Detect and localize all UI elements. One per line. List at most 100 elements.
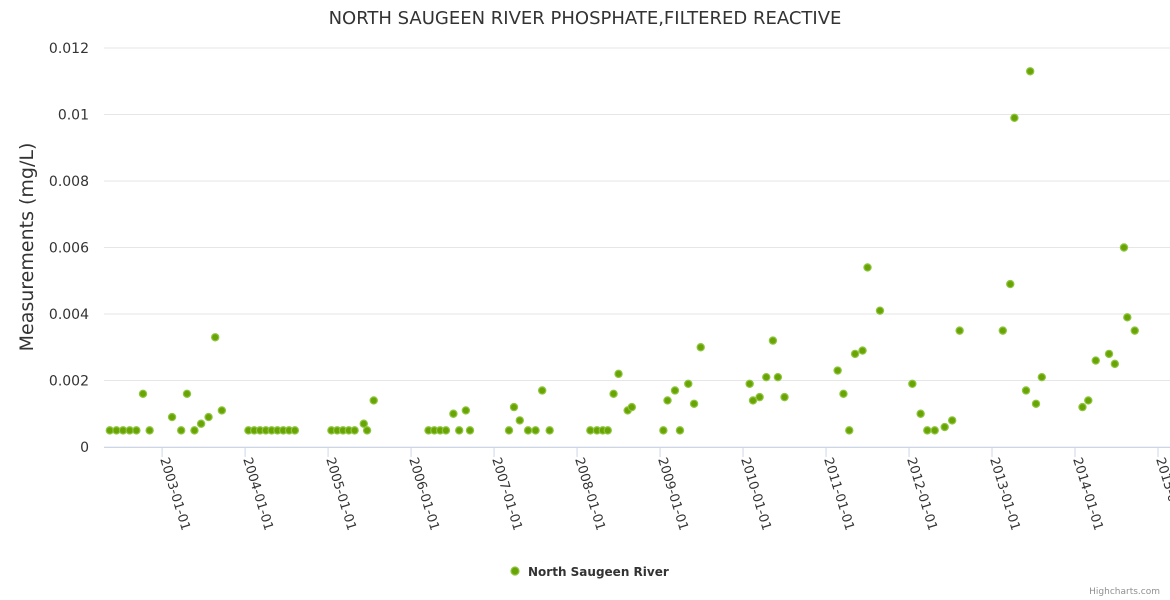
data-point[interactable] [182, 389, 192, 398]
x-tick-label: 2006-01-01 [405, 456, 441, 533]
data-point[interactable] [955, 326, 964, 335]
x-tick-label: 2008-01-01 [571, 456, 607, 533]
data-point[interactable] [1021, 386, 1031, 395]
data-point[interactable] [1010, 113, 1019, 123]
data-point[interactable] [1031, 399, 1041, 408]
data-point[interactable] [627, 402, 637, 412]
data-point[interactable] [908, 379, 917, 389]
data-point[interactable] [211, 333, 220, 342]
legend-marker-icon [510, 566, 520, 576]
x-tick-label: 2014-01-01 [1069, 456, 1105, 533]
data-point[interactable] [663, 396, 672, 405]
data-point[interactable] [675, 426, 685, 435]
data-point[interactable] [1091, 356, 1100, 365]
y-tick-label: 0.006 [49, 241, 89, 257]
data-point[interactable] [132, 426, 141, 435]
data-point[interactable] [609, 389, 618, 398]
data-point[interactable] [684, 379, 693, 389]
x-tick-label: 2010-01-01 [737, 456, 773, 533]
data-point[interactable] [863, 263, 872, 272]
data-point[interactable] [748, 396, 758, 405]
data-point[interactable] [537, 386, 547, 395]
x-tick-label: 2004-01-01 [239, 456, 275, 533]
data-point[interactable] [531, 426, 540, 435]
data-point[interactable] [138, 389, 148, 398]
data-point[interactable] [998, 326, 1008, 335]
data-point[interactable] [167, 412, 177, 422]
data-point[interactable] [1123, 313, 1132, 322]
data-point[interactable] [290, 426, 300, 435]
data-point[interactable] [875, 306, 885, 315]
data-point[interactable] [350, 426, 359, 435]
data-point[interactable] [1119, 243, 1129, 252]
data-point[interactable] [362, 426, 372, 435]
data-point[interactable] [465, 426, 475, 435]
y-tick-label: 0.002 [49, 374, 89, 390]
x-axis: 2003-01-01 2004-01-01 2005-01-01 2006-01-01… [104, 447, 1170, 532]
data-point[interactable] [916, 409, 925, 418]
credits-link[interactable]: Highcharts.com [1089, 587, 1160, 597]
data-point[interactable] [190, 426, 199, 435]
data-point[interactable] [839, 389, 848, 398]
data-point[interactable] [689, 399, 699, 408]
x-tick-label: 2011-01-01 [820, 456, 856, 533]
data-point[interactable] [176, 426, 186, 435]
y-tick-label: 0.004 [49, 307, 89, 323]
data-point[interactable] [523, 426, 533, 435]
y-tick-label: 0 [80, 440, 89, 456]
data-point[interactable] [833, 366, 842, 375]
legend[interactable]: North Saugeen River [510, 565, 669, 579]
data-point[interactable] [196, 419, 206, 428]
data-point[interactable] [755, 392, 764, 402]
x-tick-label: 2013-01-01 [986, 456, 1022, 533]
data-point[interactable] [509, 402, 519, 412]
data-point[interactable] [1006, 279, 1015, 289]
data-point[interactable] [1130, 326, 1139, 335]
data-point[interactable] [603, 426, 612, 435]
data-point[interactable] [845, 426, 854, 435]
y-tick-label: 0.008 [49, 174, 89, 190]
x-tick-label: 2012-01-01 [903, 456, 939, 533]
data-point[interactable] [1037, 372, 1047, 382]
legend-label: North Saugeen River [528, 565, 669, 579]
data-point[interactable] [696, 343, 705, 352]
x-tick-label: 2015-01-01 [1152, 456, 1170, 533]
data-point[interactable] [659, 426, 668, 435]
data-point[interactable] [850, 349, 860, 359]
data-point[interactable] [545, 426, 554, 435]
data-point[interactable] [1084, 396, 1093, 405]
data-point[interactable] [145, 426, 154, 435]
data-point[interactable] [504, 426, 514, 435]
data-point[interactable] [1104, 349, 1114, 359]
data-point[interactable] [614, 369, 623, 379]
data-point[interactable] [1078, 402, 1087, 412]
x-tick-label: 2005-01-01 [322, 456, 358, 533]
data-point[interactable] [441, 426, 451, 435]
data-point[interactable] [762, 372, 771, 382]
data-point[interactable] [1025, 67, 1035, 76]
data-point[interactable] [773, 372, 783, 382]
x-tick-label: 2003-01-01 [156, 456, 192, 533]
y-axis-label: Measurements (mg/L) [16, 143, 38, 352]
data-point[interactable] [930, 426, 939, 435]
data-point[interactable] [947, 416, 957, 425]
data-point[interactable] [359, 419, 368, 428]
y-tick-label: 0.012 [49, 41, 89, 57]
data-point[interactable] [780, 392, 789, 402]
data-point[interactable] [670, 386, 680, 395]
data-point[interactable] [204, 412, 213, 422]
data-point[interactable] [515, 416, 524, 425]
data-point[interactable] [449, 409, 458, 418]
data-point[interactable] [1110, 359, 1120, 369]
data-point[interactable] [940, 422, 949, 432]
data-point[interactable] [461, 406, 471, 415]
data-point[interactable] [745, 379, 754, 389]
data-point[interactable] [858, 346, 867, 355]
x-tick-label: 2007-01-01 [488, 456, 524, 533]
data-point[interactable] [369, 396, 378, 405]
data-point[interactable] [768, 336, 778, 345]
data-point[interactable] [923, 426, 932, 435]
data-point[interactable] [217, 406, 227, 415]
data-point[interactable] [455, 426, 464, 435]
x-tick-label: 2009-01-01 [654, 456, 690, 533]
